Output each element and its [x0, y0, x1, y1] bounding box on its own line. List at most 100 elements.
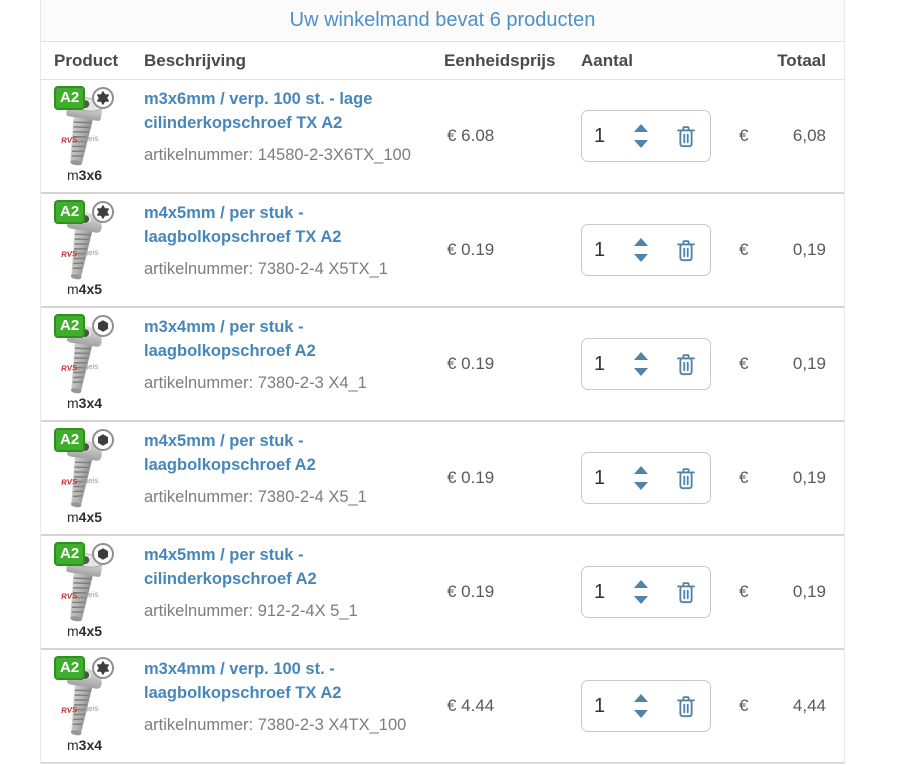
total-currency: € — [739, 582, 749, 601]
total-value: 0,19 — [792, 354, 826, 373]
material-badge: A2 — [54, 428, 86, 452]
total-cell: € 0,19 — [739, 194, 844, 306]
product-image[interactable]: RVSpaleis A2 m4x5 — [41, 536, 144, 648]
header-unit-price: Eenheidsprijs — [444, 50, 556, 70]
cart-rows: RVSpaleis A2 m3x6 m3x6mm / verp. 100 st.… — [41, 80, 844, 764]
total-value: 0,19 — [792, 468, 826, 487]
quantity-increase-button[interactable] — [634, 694, 648, 702]
quantity-cell: 1 — [581, 194, 739, 306]
cart-row: RVSpaleis A2 m3x4 m3x4mm / verp. 100 st.… — [41, 650, 844, 764]
cart-row: RVSpaleis A2 m4x5 m4x5mm / per stuk - la… — [41, 422, 844, 536]
cart-row: RVSpaleis A2 m3x6 m3x6mm / verp. 100 st.… — [41, 80, 844, 194]
product-size-label: m3x4 — [67, 395, 103, 411]
product-image[interactable]: RVSpaleis A2 m4x5 — [41, 422, 144, 534]
quantity-increase-button[interactable] — [634, 238, 648, 246]
description-cell: m3x6mm / verp. 100 st. - lage cilinderko… — [144, 80, 444, 192]
torx-icon — [92, 87, 115, 109]
quantity-decrease-button[interactable] — [634, 140, 648, 148]
quantity-decrease-button[interactable] — [634, 254, 648, 262]
product-link[interactable]: m4x5mm / per stuk - laagbolkopschroef A2 — [144, 432, 316, 474]
quantity-spinner — [634, 466, 648, 490]
total-value: 0,19 — [792, 582, 826, 601]
product-link[interactable]: m4x5mm / per stuk - cilinderkopschroef A… — [144, 546, 317, 588]
quantity-increase-button[interactable] — [634, 352, 648, 360]
material-badge: A2 — [54, 86, 86, 110]
unit-price: € 0.19 — [447, 582, 495, 601]
quantity-input[interactable]: 1 — [594, 124, 606, 147]
total-cell: € 0,19 — [739, 308, 844, 420]
quantity-spinner — [634, 580, 648, 604]
quantity-cell: 1 — [581, 422, 739, 534]
product-link[interactable]: m3x4mm / per stuk - laagbolkopschroef A2 — [144, 318, 316, 360]
total-cell: € 0,19 — [739, 422, 844, 534]
article-number: artikelnummer: 7380-2-4 X5_1 — [144, 488, 367, 506]
next-section-border — [40, 763, 843, 764]
unit-price: € 0.19 — [447, 468, 495, 487]
description-cell: m4x5mm / per stuk - laagbolkopschroef A2… — [144, 422, 444, 534]
unit-price: € 0.19 — [447, 240, 495, 259]
quantity-increase-button[interactable] — [634, 466, 648, 474]
hex-icon — [92, 315, 115, 337]
quantity-increase-button[interactable] — [634, 580, 648, 588]
quantity-decrease-button[interactable] — [634, 368, 648, 376]
hex-icon — [92, 429, 115, 451]
description-cell: m3x4mm / verp. 100 st. - laagbolkopschro… — [144, 650, 444, 762]
total-value: 6,08 — [792, 126, 826, 145]
torx-icon — [92, 657, 115, 679]
trash-icon[interactable] — [674, 123, 698, 149]
torx-icon — [92, 201, 115, 223]
trash-icon[interactable] — [674, 237, 698, 263]
product-image[interactable]: RVSpaleis A2 m3x4 — [41, 650, 144, 762]
quantity-cell: 1 — [581, 308, 739, 420]
product-size-label: m3x4 — [67, 737, 103, 753]
material-badge: A2 — [54, 200, 86, 224]
product-image[interactable]: RVSpaleis A2 m3x6 — [41, 80, 144, 192]
quantity-widget: 1 — [581, 224, 711, 276]
product-link[interactable]: m3x4mm / verp. 100 st. - laagbolkopschro… — [144, 660, 342, 702]
total-cell: € 4,44 — [739, 650, 844, 762]
total-currency: € — [739, 240, 749, 259]
quantity-increase-button[interactable] — [634, 124, 648, 132]
quantity-decrease-button[interactable] — [634, 482, 648, 490]
article-number: artikelnummer: 14580-2-3X6TX_100 — [144, 146, 411, 164]
cart-title: Uw winkelmand bevat 6 producten — [41, 0, 844, 42]
quantity-input[interactable]: 1 — [594, 238, 606, 261]
material-badge: A2 — [54, 656, 86, 680]
product-link[interactable]: m4x5mm / per stuk - laagbolkopschroef TX… — [144, 204, 342, 246]
article-number: artikelnummer: 7380-2-3 X4_1 — [144, 374, 367, 392]
total-cell: € 0,19 — [739, 536, 844, 648]
quantity-spinner — [634, 352, 648, 376]
quantity-input[interactable]: 1 — [594, 580, 606, 603]
header-description: Beschrijving — [144, 50, 247, 70]
quantity-input[interactable]: 1 — [594, 694, 606, 717]
trash-icon[interactable] — [674, 579, 698, 605]
total-currency: € — [739, 696, 749, 715]
quantity-cell: 1 — [581, 80, 739, 192]
header-product: Product — [54, 50, 119, 70]
quantity-decrease-button[interactable] — [634, 710, 648, 718]
trash-icon[interactable] — [674, 351, 698, 377]
quantity-decrease-button[interactable] — [634, 596, 648, 604]
product-image[interactable]: RVSpaleis A2 m3x4 — [41, 308, 144, 420]
total-currency: € — [739, 354, 749, 373]
description-cell: m4x5mm / per stuk - laagbolkopschroef TX… — [144, 194, 444, 306]
quantity-input[interactable]: 1 — [594, 466, 606, 489]
total-currency: € — [739, 126, 749, 145]
quantity-spinner — [634, 238, 648, 262]
material-badge: A2 — [54, 314, 86, 338]
cart-panel: Uw winkelmand bevat 6 producten Product … — [40, 0, 845, 764]
trash-icon[interactable] — [674, 693, 698, 719]
header-total: Totaal — [777, 50, 826, 70]
total-value: 4,44 — [792, 696, 826, 715]
cart-row: RVSpaleis A2 m4x5 m4x5mm / per stuk - ci… — [41, 536, 844, 650]
total-cell: € 6,08 — [739, 80, 844, 192]
quantity-spinner — [634, 694, 648, 718]
trash-icon[interactable] — [674, 465, 698, 491]
quantity-widget: 1 — [581, 680, 711, 732]
quantity-widget: 1 — [581, 566, 711, 618]
product-image[interactable]: RVSpaleis A2 m4x5 — [41, 194, 144, 306]
quantity-input[interactable]: 1 — [594, 352, 606, 375]
product-link[interactable]: m3x6mm / verp. 100 st. - lage cilinderko… — [144, 90, 373, 132]
header-quantity: Aantal — [581, 50, 633, 70]
hex-icon — [92, 543, 115, 565]
